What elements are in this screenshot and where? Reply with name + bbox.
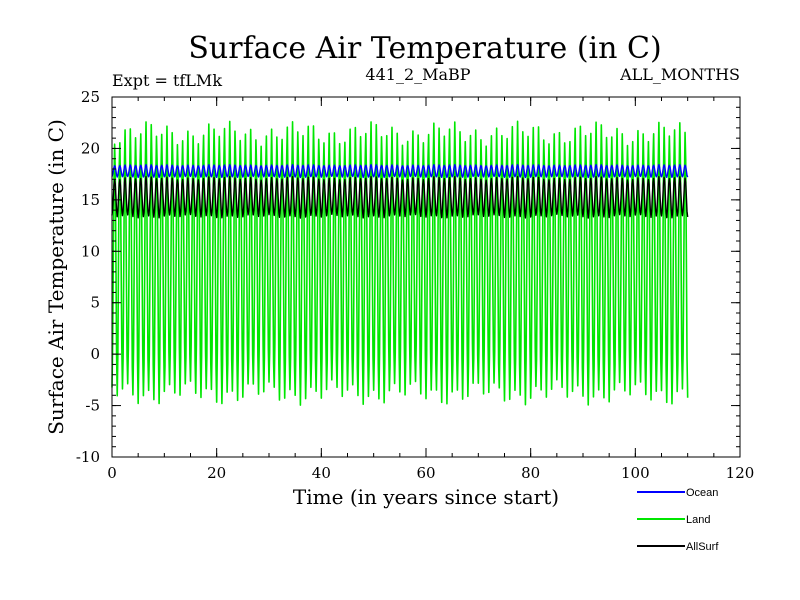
subtitle-center: 441_2_MaBP: [365, 65, 470, 84]
series-line-land: [111, 120, 689, 406]
series-layer: [111, 120, 689, 406]
x-tick-label: 20: [207, 464, 226, 482]
x-tick-label: 100: [621, 464, 650, 482]
x-tick-label: 40: [312, 464, 331, 482]
y-tick-label: 5: [90, 294, 100, 312]
x-tick-label: 60: [416, 464, 435, 482]
legend: Ocean Land AllSurf: [637, 487, 719, 553]
legend-label-allsurf: AllSurf: [686, 541, 719, 553]
y-tick-label: -5: [85, 397, 100, 415]
series-line-allsurf: [111, 175, 689, 219]
y-tick-label: 25: [81, 88, 100, 106]
subtitle-left: Expt = tfLMk: [112, 71, 222, 90]
legend-label-ocean: Ocean: [686, 487, 718, 499]
series-line-ocean: [111, 163, 689, 179]
plot-frame: [111, 96, 741, 458]
legend-label-land: Land: [686, 514, 710, 526]
subtitle-right: ALL_MONTHS: [619, 65, 740, 84]
x-tick-label: 80: [521, 464, 540, 482]
y-tick-label: 0: [90, 345, 100, 363]
x-tick-label: 0: [107, 464, 117, 482]
y-tick-label: 20: [81, 139, 100, 157]
x-axis-label: Time (in years since start): [293, 485, 559, 509]
y-axis-label: Surface Air Temperature (in C): [44, 119, 68, 435]
y-tick-label: -10: [76, 448, 100, 466]
x-tick-label: 120: [726, 464, 755, 482]
y-tick-label: 10: [81, 242, 100, 260]
axes-layer: 0 20 40 60 80 100 120 -10 -5 0 5 10 15 20 25: [76, 88, 754, 482]
chart-title: Surface Air Temperature (in C): [188, 31, 661, 66]
y-tick-label: 15: [81, 191, 100, 209]
